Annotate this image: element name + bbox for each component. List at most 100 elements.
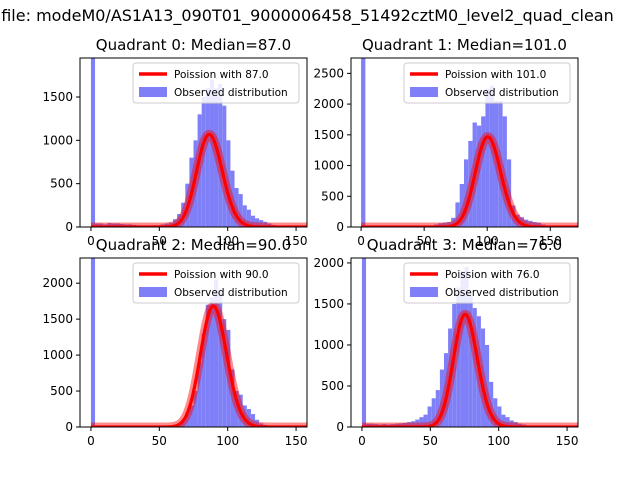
- hist-bar: [267, 223, 272, 227]
- legend-hist-swatch: [410, 87, 438, 97]
- hist-bar: [255, 419, 260, 427]
- hist-bar: [513, 422, 518, 427]
- hist-bar: [415, 419, 420, 427]
- legend: Poission with 76.0 Observed distribution: [403, 262, 571, 304]
- hist-bar: [214, 88, 219, 227]
- hist-bar: [366, 423, 371, 427]
- hist-bar: [464, 159, 469, 227]
- hist-bar: [489, 85, 495, 227]
- hist-bar: [485, 88, 490, 227]
- y-tick-label: 2000: [42, 276, 73, 290]
- legend-poisson-label: Poission with 76.0: [445, 269, 540, 281]
- hist-bar: [259, 220, 264, 227]
- legend-box: [403, 262, 571, 304]
- x-tick-label: 0: [87, 434, 95, 448]
- hist-bar: [443, 353, 449, 427]
- x-tick-label: 50: [152, 234, 167, 248]
- hist-bar: [238, 194, 243, 227]
- hist-bar: [99, 223, 104, 227]
- legend-hist-label: Observed distribution: [445, 87, 559, 99]
- x-tick-label: 0: [358, 434, 366, 448]
- y-tick-label: 500: [50, 384, 73, 398]
- legend-box: [132, 262, 300, 304]
- hist-bar: [255, 218, 260, 227]
- axes-frame: [79, 257, 308, 428]
- hist-bar: [209, 79, 215, 227]
- hist-bar: [107, 223, 112, 227]
- hist-bar: [205, 304, 210, 427]
- hist-bar: [498, 101, 503, 227]
- legend: Poission with 101.0 Observed distribution: [403, 62, 571, 104]
- y-tick-label: 500: [321, 379, 344, 393]
- x-tick-label: 50: [152, 434, 167, 448]
- y-tick-label: 0: [65, 420, 73, 434]
- hist-bar: [423, 414, 428, 427]
- hist-bar: [201, 333, 206, 427]
- hist-bar: [427, 406, 432, 427]
- x-tick-label: 100: [476, 234, 499, 248]
- legend-poisson-label: Poission with 101.0: [445, 69, 546, 81]
- legend-box: [403, 62, 571, 104]
- hist-bar: [361, 258, 367, 427]
- hist-bar: [431, 398, 436, 427]
- hist-bar: [230, 170, 235, 227]
- legend-hist-label: Observed distribution: [174, 287, 288, 299]
- hist-bar: [398, 423, 403, 427]
- hist-bar: [263, 221, 268, 227]
- hist-bar: [185, 412, 190, 427]
- plot-content: [358, 258, 578, 427]
- y-tick-label: 0: [65, 220, 73, 234]
- legend-poisson-label: Poission with 90.0: [174, 269, 269, 281]
- hist-bar: [524, 219, 529, 227]
- hist-bar: [214, 279, 219, 427]
- hist-bar: [481, 116, 486, 227]
- y-tick-label: 500: [321, 189, 344, 203]
- hist-bar: [517, 423, 522, 427]
- hist-bar: [230, 369, 235, 427]
- hist-bar: [250, 414, 256, 427]
- hist-bar: [468, 140, 473, 227]
- hist-bar: [205, 88, 210, 227]
- hist-bar: [506, 159, 512, 227]
- x-tick-label: 150: [556, 434, 579, 448]
- hist-bar: [234, 391, 239, 427]
- hist-bar: [209, 297, 215, 427]
- hist-bar: [193, 391, 198, 427]
- hist-bar: [115, 223, 120, 227]
- hist-bar: [181, 419, 186, 427]
- hist-bar: [242, 205, 247, 227]
- hist-bar: [222, 319, 227, 427]
- x-tick-label: 0: [357, 234, 365, 248]
- hist-bar: [497, 406, 502, 427]
- hist-bar: [361, 58, 366, 227]
- panel-title: Quadrant 3: Median=76.0: [367, 236, 562, 254]
- hist-bar: [532, 222, 537, 227]
- hist-bar: [459, 183, 464, 227]
- x-tick-label: 50: [423, 434, 438, 448]
- x-tick-label: 100: [216, 434, 239, 448]
- y-tick-label: 2000: [313, 97, 344, 111]
- hist-bar: [460, 271, 465, 427]
- x-tick-label: 0: [87, 234, 95, 248]
- hist-bar: [402, 422, 408, 427]
- hist-bar: [411, 421, 416, 427]
- hist-bar: [193, 140, 198, 227]
- hist-bar: [226, 329, 231, 427]
- figure-suptitle: n file: modeM0/AS1A13_090T01_9000006458_…: [0, 0, 640, 30]
- axes-frame: [79, 57, 308, 228]
- legend-hist-swatch: [139, 87, 167, 97]
- y-tick-label: 1500: [313, 297, 344, 311]
- y-tick-label: 2000: [313, 256, 344, 270]
- hist-bar: [246, 409, 251, 427]
- hist-bar: [438, 223, 443, 227]
- x-tick-label: 150: [539, 234, 562, 248]
- hist-bar: [172, 219, 178, 227]
- suptitle-text: n file: modeM0/AS1A13_090T01_9000006458_…: [0, 6, 614, 25]
- legend-hist-label: Observed distribution: [174, 87, 288, 99]
- legend-box: [132, 62, 300, 104]
- hist-bar: [451, 217, 456, 227]
- y-tick-label: 1500: [42, 90, 73, 104]
- hist-bar: [476, 125, 482, 227]
